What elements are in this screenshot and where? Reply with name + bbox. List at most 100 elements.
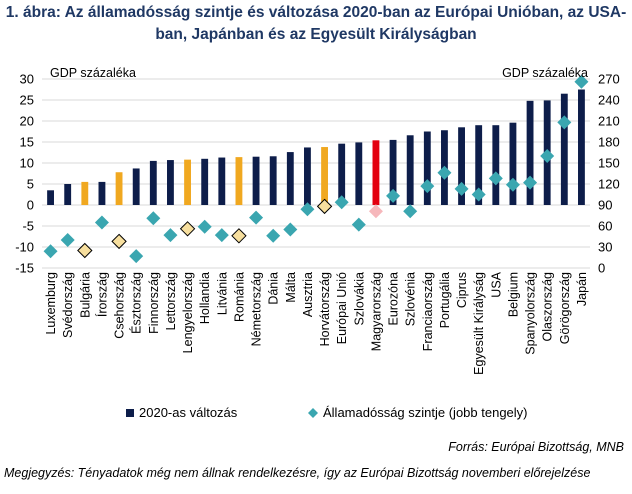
bar	[338, 143, 346, 205]
debt-level-point	[94, 215, 109, 230]
debt-level-point	[574, 74, 589, 89]
category-label: USA	[489, 271, 503, 297]
left-tick-label: -15	[15, 261, 34, 276]
bar	[355, 142, 363, 205]
bar	[423, 131, 431, 205]
bar	[115, 172, 123, 205]
debt-level-point	[437, 165, 452, 180]
category-label: Ausztria	[301, 272, 315, 317]
legend-swatch-bar	[126, 409, 134, 417]
bar	[286, 152, 294, 205]
debt-level-point	[214, 228, 229, 243]
bar	[560, 93, 568, 205]
bar	[201, 158, 209, 205]
left-tick-label: 20	[20, 114, 34, 129]
category-label: Málta	[284, 272, 298, 303]
debt-level-point	[249, 210, 264, 225]
debt-level-point	[179, 221, 196, 237]
bar	[389, 139, 397, 205]
category-label: Japán	[575, 272, 589, 306]
debt-level-point	[43, 244, 58, 259]
category-label: Németország	[250, 272, 264, 346]
debt-level-point	[129, 249, 144, 264]
debt-level-point	[557, 115, 572, 130]
left-tick-label: 5	[27, 177, 34, 192]
category-label: Olaszország	[541, 272, 555, 342]
footnote: Megjegyzés: Tényadatok még nem állnak re…	[4, 466, 591, 480]
source-note: Forrás: Európai Bizottság, MNB	[448, 440, 624, 454]
debt-level-point	[197, 219, 212, 234]
bar	[149, 160, 157, 205]
right-tick-label: 210	[598, 114, 620, 129]
category-label: Dánia	[267, 272, 281, 305]
left-tick-label: 25	[20, 93, 34, 108]
debt-level-point	[231, 228, 247, 244]
category-label: Lettország	[164, 272, 178, 330]
left-tick-label: 15	[20, 135, 34, 150]
right-tick-label: 240	[598, 93, 620, 108]
debt-level-point	[283, 222, 298, 237]
bar	[526, 100, 534, 205]
bar	[235, 157, 243, 205]
right-tick-label: 90	[598, 198, 612, 213]
debt-level-point	[266, 228, 281, 243]
legend-swatch-diamond	[308, 408, 318, 418]
bar	[578, 89, 585, 205]
debt-level-point	[163, 228, 178, 243]
right-tick-label: 270	[598, 72, 620, 87]
bar	[47, 190, 54, 205]
bar	[269, 156, 277, 205]
bar	[81, 181, 89, 205]
category-label: Egyesült Királyság	[472, 272, 486, 375]
category-label: Észtország	[129, 272, 144, 334]
left-tick-label: 10	[20, 156, 34, 171]
left-tick-label: -5	[22, 219, 34, 234]
debt-level-point	[316, 198, 333, 215]
category-label: Luxemburg	[44, 272, 58, 335]
debt-level-point	[300, 202, 315, 217]
category-label: Eurozóna	[387, 272, 401, 326]
legend-label-bar: 2020-as változás	[139, 405, 238, 420]
category-label: Lengyelország	[181, 272, 195, 353]
bar	[321, 147, 328, 205]
category-labels: Luxemburg Svédország Bulgária Írország Cseho…	[44, 271, 589, 374]
bar	[98, 181, 106, 205]
category-label: Európai Unió	[335, 272, 349, 344]
category-label: Bulgária	[78, 272, 92, 318]
debt-level-point	[420, 179, 435, 194]
debt-level-point	[386, 188, 401, 203]
debt-level-point	[334, 195, 349, 210]
left-tick-label: 0	[27, 198, 34, 213]
debt-level-point	[351, 217, 366, 232]
bar	[492, 125, 500, 205]
bar	[509, 122, 517, 205]
bar	[475, 125, 483, 205]
chart-title: 1. ábra: Az államadósság szintje és vált…	[5, 4, 627, 43]
category-label: Finnország	[147, 272, 161, 334]
debt-level-point	[77, 242, 93, 259]
bar	[458, 127, 465, 205]
debt-level-point	[454, 181, 469, 196]
debt-level-point	[60, 233, 75, 247]
category-label: Románia	[232, 272, 246, 322]
category-label: Szlovákia	[352, 272, 366, 326]
bar	[167, 160, 174, 205]
category-label: Szlovénia	[404, 272, 418, 326]
tick-labels: -15 -10 -5 0 5 10 15 20 25 30 0 30 60 90 120 150 180 210 2…	[15, 72, 620, 276]
right-tick-label: 120	[598, 177, 620, 192]
bar	[252, 156, 260, 205]
category-label: Franciaország	[421, 272, 435, 351]
right-tick-label: 30	[598, 240, 612, 255]
category-label: Ciprus	[455, 272, 469, 308]
debt-level-point	[403, 204, 418, 219]
category-label: Spanyolország	[524, 272, 538, 355]
bar	[132, 168, 140, 205]
debt-level-point	[540, 149, 555, 163]
category-label: Litvánia	[215, 272, 229, 315]
right-tick-label: 150	[598, 156, 620, 171]
debt-level-point	[368, 204, 383, 219]
bar	[184, 159, 191, 205]
category-label: Írország	[94, 272, 109, 317]
category-label: Magyarország	[369, 272, 383, 351]
